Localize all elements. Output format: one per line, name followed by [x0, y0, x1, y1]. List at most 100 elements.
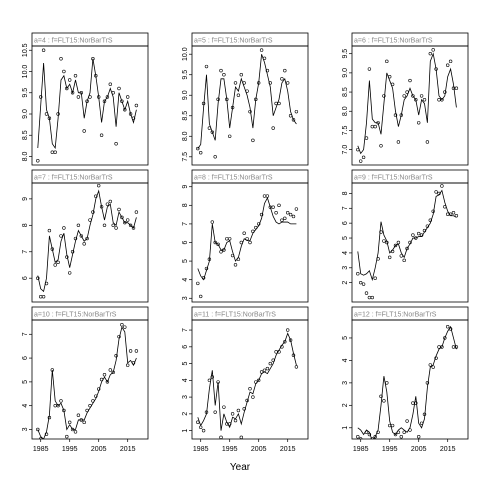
data-point	[73, 236, 78, 241]
data-point	[448, 59, 453, 64]
y-tick-label: 3	[182, 395, 189, 399]
data-point	[56, 112, 60, 116]
data-point	[399, 113, 403, 117]
y-tick-label: 5	[342, 236, 349, 240]
data-point	[262, 194, 267, 198]
y-tick-label: 8.5	[342, 87, 349, 97]
data-point	[131, 226, 136, 230]
data-point	[88, 95, 92, 99]
data-point	[294, 109, 299, 114]
fit-line	[37, 189, 137, 293]
y-tick-label: 6	[22, 276, 29, 280]
data-point	[91, 57, 95, 61]
data-point	[196, 146, 200, 151]
data-point	[359, 280, 363, 285]
x-tick-label: 2005	[411, 446, 427, 453]
data-point	[91, 210, 95, 214]
data-point	[408, 428, 412, 432]
strip-label: a=10 : f=FLT15:NorBarTrS	[34, 312, 117, 319]
data-point	[373, 435, 377, 439]
data-point	[245, 237, 249, 241]
data-point	[59, 57, 63, 61]
data-point	[262, 368, 267, 372]
data-point	[376, 121, 380, 125]
data-point	[431, 365, 435, 369]
data-point	[79, 234, 84, 238]
data-point	[283, 340, 287, 344]
data-point	[359, 437, 363, 439]
data-point	[382, 239, 386, 243]
data-point	[373, 124, 377, 129]
data-point	[79, 418, 84, 422]
panel-frame	[191, 45, 309, 166]
data-point	[259, 212, 264, 217]
data-point	[361, 282, 366, 286]
data-point	[108, 368, 113, 372]
data-point	[422, 228, 427, 233]
data-point	[88, 403, 92, 408]
y-tick-label: 5	[182, 362, 189, 366]
plot-area	[196, 328, 299, 439]
data-point	[385, 59, 389, 64]
data-point	[242, 81, 246, 85]
data-point	[274, 350, 278, 354]
data-point	[114, 142, 118, 146]
data-point	[393, 432, 398, 437]
data-point	[219, 68, 223, 73]
data-point	[128, 223, 133, 228]
data-point	[245, 89, 249, 93]
data-point	[390, 82, 395, 87]
data-point	[230, 412, 235, 416]
data-point	[402, 258, 406, 263]
panel: a=5 : f=FLT15:NorBarTrS 7.5 8.0 8.5 9.0 9.5 10…	[182, 32, 309, 166]
data-point	[393, 113, 398, 117]
data-point	[213, 410, 217, 414]
x-tick-label: 2015	[280, 446, 296, 453]
data-point	[108, 199, 113, 204]
data-point	[286, 328, 290, 332]
y-tick-label: 9.0	[22, 109, 29, 119]
data-point	[228, 134, 232, 138]
data-point	[41, 295, 46, 299]
data-point	[257, 222, 261, 226]
panel: a=10 : f=FLT15:NorBarTrS 3 4 5 6 7 1985 1995 200…	[22, 306, 149, 453]
fit-line	[37, 58, 137, 150]
data-point	[213, 240, 217, 245]
data-point	[414, 401, 418, 405]
data-point	[131, 116, 136, 120]
y-tick-label: 9.0	[182, 90, 189, 100]
data-point	[385, 240, 389, 245]
data-point	[125, 95, 130, 99]
data-point	[236, 408, 241, 413]
data-point	[277, 101, 281, 106]
panel-frame	[191, 182, 309, 303]
y-tick-label: 3	[342, 381, 349, 385]
y-tick-label: 7.5	[342, 125, 349, 135]
data-point	[102, 223, 107, 228]
x-tick-label: 1985	[353, 446, 369, 453]
panel-frame	[351, 319, 469, 440]
data-point	[373, 276, 377, 280]
data-point	[94, 394, 98, 398]
data-point	[102, 373, 107, 377]
data-point	[79, 91, 84, 95]
data-point	[128, 349, 133, 353]
data-point	[440, 184, 444, 188]
y-tick-label: 4	[342, 251, 349, 255]
data-point	[207, 378, 212, 383]
x-tick-label: 2005	[251, 446, 267, 453]
data-point	[274, 211, 278, 215]
data-point	[359, 159, 363, 163]
data-point	[390, 423, 395, 428]
y-tick-label: 2	[342, 281, 349, 285]
panel: a=12 : f=FLT15:NorBarTrS 1 2 3 4 5 1985 1995 200…	[342, 306, 469, 453]
data-point	[251, 229, 255, 234]
data-point	[283, 68, 287, 73]
data-point	[216, 97, 220, 102]
y-tick-label: 3	[342, 266, 349, 270]
y-tick-label: 9	[22, 197, 29, 201]
y-tick-label: 8.0	[182, 131, 189, 141]
data-point	[230, 253, 235, 258]
data-point	[204, 410, 209, 414]
